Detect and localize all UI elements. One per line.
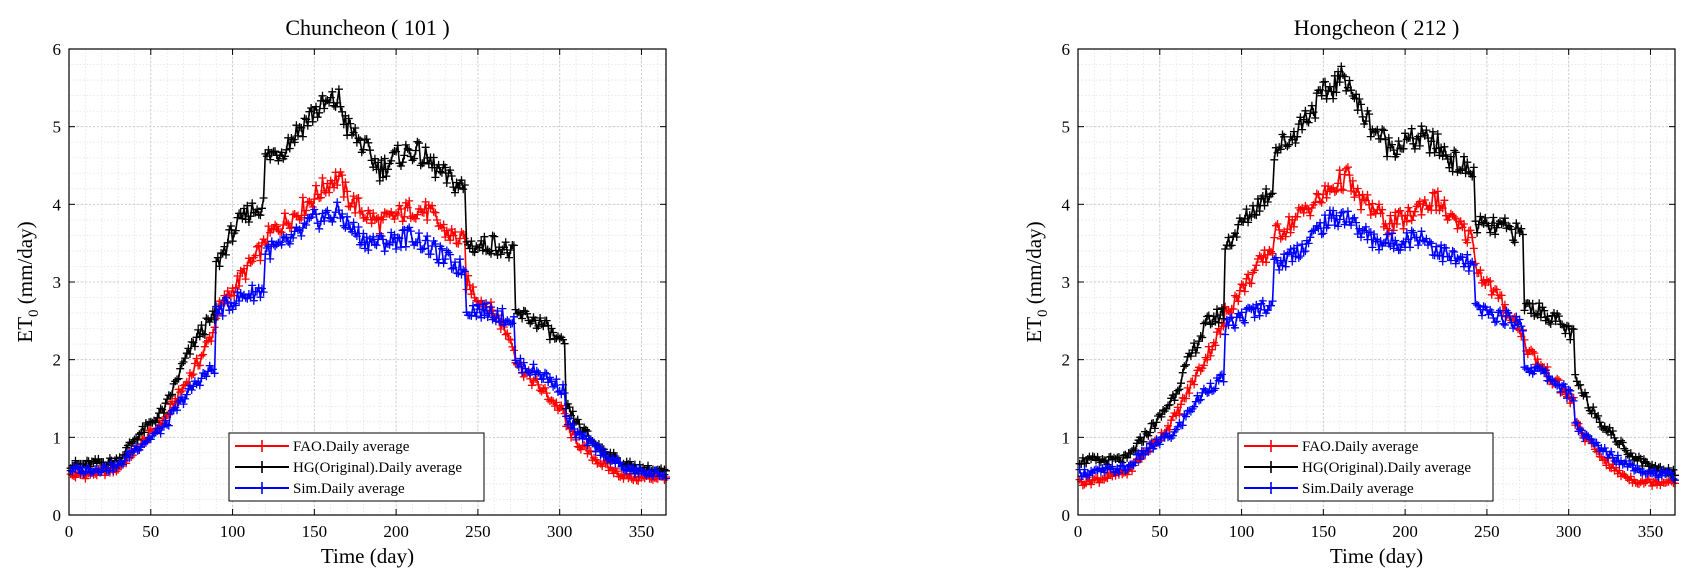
series-hg-original-daily-average	[1075, 62, 1679, 480]
series-group	[66, 85, 670, 485]
x-tick-label: 200	[383, 522, 409, 541]
x-tick-label: 250	[465, 522, 491, 541]
y-axis-label: ET0 (mm/day)	[13, 221, 42, 342]
y-axis-label-main: ET	[13, 317, 37, 343]
x-tick-label: 150	[1311, 522, 1337, 541]
legend-item: Sim.Daily average	[1244, 481, 1414, 497]
series-group	[1075, 62, 1679, 490]
series-sim-daily-average	[1075, 206, 1679, 485]
x-tick-label: 200	[1392, 522, 1418, 541]
y-tick-label: 0	[1062, 506, 1071, 525]
y-tick-label: 6	[53, 40, 62, 59]
legend-item: FAO.Daily average	[235, 439, 410, 455]
chart-title: Hongcheon ( 212 )	[1294, 15, 1460, 40]
x-tick-label: 100	[1229, 522, 1255, 541]
legend-swatch-marker	[256, 482, 268, 494]
x-tick-label: 350	[1638, 522, 1664, 541]
series-fao-daily-average	[66, 168, 670, 485]
x-tick-label: 150	[302, 522, 328, 541]
y-axis-label-main: ET	[1022, 317, 1046, 343]
legend-swatch-marker	[256, 461, 268, 473]
legend-label: FAO.Daily average	[1302, 439, 1419, 455]
x-tick-label: 0	[65, 522, 74, 541]
legend-swatch-marker	[1265, 461, 1277, 473]
x-tick-label: 50	[142, 522, 159, 541]
legend-label: Sim.Daily average	[1302, 481, 1414, 497]
legend-swatch-marker	[1265, 482, 1277, 494]
x-tick-label: 300	[547, 522, 573, 541]
y-tick-label: 6	[1062, 40, 1071, 59]
series-line	[69, 89, 667, 476]
series-markers	[66, 85, 670, 478]
y-tick-label: 1	[1062, 428, 1071, 447]
x-tick-label: 300	[1556, 522, 1582, 541]
y-axis-label-unit: (mm/day)	[13, 221, 37, 309]
chart-title: Chuncheon ( 101 )	[285, 15, 449, 40]
x-tick-label: 250	[1474, 522, 1500, 541]
chart-panel-1: 0 50 100 150 200 250 300 350 0 1 2 3 4 5 6 Chuncheon ( …	[13, 15, 670, 568]
legend-item: HG(Original).Daily average	[1244, 460, 1471, 476]
y-tick-label: 0	[53, 506, 62, 525]
legend-swatch-marker	[256, 440, 268, 452]
y-axis-label-unit: (mm/day)	[1022, 221, 1046, 309]
x-axis-label: Time (day)	[1330, 544, 1423, 568]
legend-swatch-marker	[1265, 440, 1277, 452]
x-axis-label: Time (day)	[321, 544, 414, 568]
legend-label: Sim.Daily average	[293, 481, 405, 497]
legend-item: Sim.Daily average	[235, 481, 405, 497]
series-markers	[1075, 62, 1679, 480]
y-axis-label: ET0 (mm/day)	[1022, 221, 1051, 342]
series-sim-daily-average	[66, 198, 670, 483]
legend: FAO.Daily average HG(Original).Daily aver…	[1237, 432, 1494, 502]
y-tick-label: 5	[53, 118, 62, 137]
x-tick-label: 50	[1151, 522, 1168, 541]
y-tick-label: 4	[53, 195, 62, 214]
legend-item: FAO.Daily average	[1244, 439, 1419, 455]
legend-label: FAO.Daily average	[293, 439, 410, 455]
y-tick-label: 2	[53, 351, 62, 370]
y-axis-label-subscript: 0	[1035, 309, 1051, 317]
series-hg-original-daily-average	[66, 85, 670, 478]
y-tick-label: 1	[53, 428, 62, 447]
x-tick-label: 0	[1074, 522, 1083, 541]
y-tick-label: 3	[1062, 273, 1071, 292]
y-tick-label: 5	[1062, 118, 1071, 137]
legend: FAO.Daily average HG(Original).Daily aver…	[228, 432, 485, 502]
legend-item: HG(Original).Daily average	[235, 460, 462, 476]
y-tick-label: 4	[1062, 195, 1071, 214]
y-tick-label: 3	[53, 273, 62, 292]
y-tick-label: 2	[1062, 351, 1071, 370]
x-tick-label: 350	[629, 522, 655, 541]
series-markers	[66, 198, 670, 483]
y-axis-label-subscript: 0	[26, 309, 42, 317]
x-tick-label: 100	[220, 522, 246, 541]
legend-label: HG(Original).Daily average	[293, 460, 462, 476]
chart-panel-2: 0 50 100 150 200 250 300 350 0 1 2 3 4 5 6 Hongcheon ( …	[1022, 15, 1679, 568]
series-markers	[1075, 206, 1679, 485]
legend-label: HG(Original).Daily average	[1302, 460, 1471, 476]
